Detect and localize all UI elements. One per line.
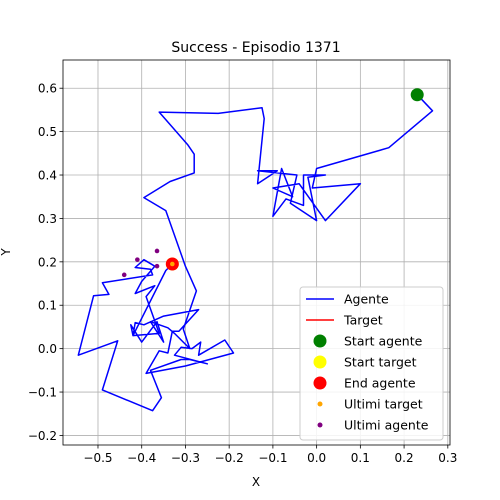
legend-label-end-agente: End agente <box>344 376 416 391</box>
y-tick-label: 0.5 <box>38 125 57 139</box>
x-tick-label: 0.1 <box>351 451 370 465</box>
chart-title: Success - Episodio 1371 <box>171 40 340 56</box>
legend-label-ultimi-target: Ultimi target <box>344 397 423 412</box>
legend-box <box>299 286 444 441</box>
ultimi-agente-point <box>154 263 160 269</box>
y-tick-label: 0.0 <box>38 342 57 356</box>
ultimi-target-point <box>170 261 175 267</box>
y-tick-label: 0.1 <box>38 299 57 313</box>
plot-data <box>77 88 434 412</box>
x-tick-label: −0.1 <box>258 451 287 465</box>
agent-trajectory-line <box>77 94 434 412</box>
legend-swatch-start-target <box>313 355 327 369</box>
y-tick-label: 0.3 <box>38 212 57 226</box>
ultimi-agente-point <box>154 248 160 254</box>
x-axis-label: X <box>252 475 260 489</box>
x-tick-label: −0.3 <box>171 451 200 465</box>
y-axis-label: Y <box>0 248 13 257</box>
legend-label-agente: Agente <box>344 292 389 307</box>
y-tick-label: −0.1 <box>28 386 57 400</box>
legend-label-start-agente: Start agente <box>344 334 423 349</box>
legend-label-ultimi-agente: Ultimi agente <box>344 418 429 433</box>
plot-frame <box>62 59 451 446</box>
legend-label-start-target: Start target <box>344 355 417 370</box>
y-tick-label: 0.6 <box>38 82 57 96</box>
start-agente-marker <box>410 88 424 102</box>
x-tick-label: −0.4 <box>127 451 156 465</box>
ultimi-agente-point <box>135 257 140 262</box>
ultimi-agente-point <box>121 272 127 278</box>
x-tick-label: −0.2 <box>215 451 244 465</box>
x-tick-label: 0.2 <box>395 451 414 465</box>
x-tick-label: −0.5 <box>83 451 112 465</box>
legend-swatch-ultimi-target <box>317 401 323 407</box>
y-tick-label: 0.4 <box>38 169 57 183</box>
legend-label-target: Target <box>343 313 383 328</box>
x-tick-label: 0.0 <box>307 451 326 465</box>
axis-ticks: −0.5 −0.4 −0.3 −0.2 −0.1 0.0 0.1 0.2 0.3 −0.2 −0.1… <box>28 82 458 465</box>
legend: Agente Target Start agente Start target End … <box>299 286 444 441</box>
y-tick-label: 0.2 <box>38 255 57 269</box>
legend-swatch-end-agente <box>313 376 327 390</box>
legend-swatch-ultimi-agente <box>317 422 323 428</box>
y-tick-label: −0.2 <box>28 429 57 443</box>
legend-swatch-start-agente <box>313 334 327 348</box>
x-tick-label: 0.3 <box>438 451 457 465</box>
